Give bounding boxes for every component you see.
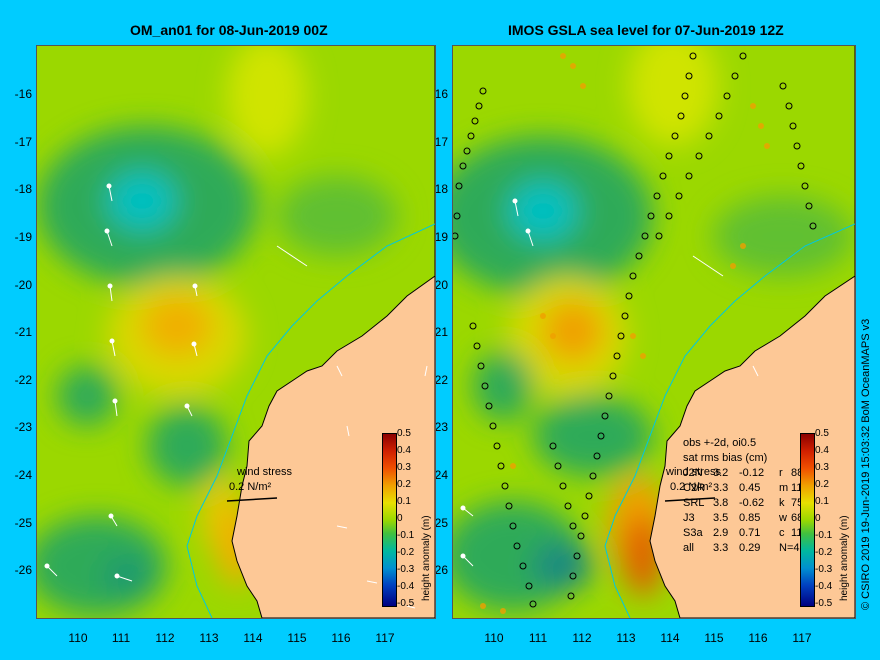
y-tick: -24 bbox=[14, 468, 32, 482]
x-tick: 113 bbox=[199, 631, 219, 645]
y-tick: -17 bbox=[14, 135, 32, 149]
left-map-svg bbox=[37, 46, 435, 618]
colorbar-tick: -0.4 bbox=[397, 581, 415, 592]
x-tick: 116 bbox=[748, 631, 768, 645]
x-tick: 114 bbox=[660, 631, 680, 645]
colorbar-tick: 0.1 bbox=[397, 496, 411, 507]
colorbar-tick: 0.5 bbox=[397, 428, 411, 439]
colorbar-tick: 0.5 bbox=[815, 428, 829, 439]
y-tick: -16 bbox=[14, 87, 32, 101]
wind-stress-label: wind stress bbox=[666, 466, 722, 478]
colorbar-tick: 0.2 bbox=[815, 479, 829, 490]
stats-row: all 3.3 0.29 N=459 bbox=[683, 542, 812, 554]
colorbar-tick: -0.1 bbox=[397, 530, 415, 541]
x-tick: 111 bbox=[528, 631, 548, 645]
left-map-title: OM_an01 for 08-Jun-2019 00Z bbox=[130, 22, 328, 38]
stats-header-1: obs +-2d, oi0.5 bbox=[683, 437, 757, 449]
x-tick: 115 bbox=[704, 631, 724, 645]
wind-stress-vectors bbox=[460, 198, 759, 567]
anomaly-field bbox=[453, 46, 853, 611]
colorbar-tick: 0.2 bbox=[397, 479, 411, 490]
colorbar-left bbox=[382, 433, 397, 607]
y-tick: -25 bbox=[14, 516, 32, 530]
colorbar-tick: 0 bbox=[815, 513, 821, 524]
y-tick: -18 bbox=[14, 182, 32, 196]
wind-stress-value: 0.2 N/m² bbox=[229, 481, 272, 493]
obs-dots bbox=[480, 53, 770, 614]
wind-stress-value: 0.2 N/m² bbox=[670, 481, 713, 493]
colorbar-tick: 0 bbox=[397, 513, 403, 524]
x-tick: 110 bbox=[68, 631, 88, 645]
anomaly-field bbox=[37, 46, 397, 616]
colorbar-tick: -0.1 bbox=[815, 530, 833, 541]
wind-stress-scale-arrow bbox=[664, 497, 716, 502]
right-map-panel: wind stress 0.2 N/m² obs +-2d, oi0.5 sat… bbox=[452, 45, 856, 619]
x-tick: 110 bbox=[484, 631, 504, 645]
stats-row: J3 3.5 0.85 w 68 bbox=[683, 512, 804, 524]
x-tick: 112 bbox=[572, 631, 592, 645]
x-tick: 111 bbox=[111, 631, 131, 645]
colorbar-axis-label-right: height anomaly (m) bbox=[839, 515, 850, 601]
colorbar-tick: 0.4 bbox=[397, 445, 411, 456]
right-map-title: IMOS GSLA sea level for 07-Jun-2019 12Z bbox=[508, 22, 784, 38]
stats-row: J2N 3.2 -0.12 r 88 bbox=[683, 467, 804, 479]
stats-header-2: sat rms bias (cm) bbox=[683, 452, 768, 464]
shelf-contour bbox=[604, 223, 855, 618]
y-tick: -20 bbox=[14, 278, 32, 292]
x-tick: 117 bbox=[792, 631, 812, 645]
x-tick: 117 bbox=[375, 631, 395, 645]
colorbar-tick: -0.5 bbox=[815, 598, 833, 609]
shelf-contour bbox=[186, 223, 435, 618]
x-tick: 116 bbox=[331, 631, 351, 645]
wind-stress-label: wind stress bbox=[237, 466, 293, 478]
x-tick: 113 bbox=[616, 631, 636, 645]
colorbar-tick: -0.2 bbox=[397, 547, 415, 558]
colorbar-tick: -0.5 bbox=[397, 598, 415, 609]
colorbar-tick: 0.1 bbox=[815, 496, 829, 507]
colorbar-tick: -0.3 bbox=[815, 564, 833, 575]
x-tick: 112 bbox=[155, 631, 175, 645]
copyright-credit: © CSIRO 2019 19-Jun-2019 15:03:32 BoM Oc… bbox=[860, 318, 872, 610]
y-tick: -19 bbox=[14, 230, 32, 244]
right-map-svg bbox=[453, 46, 855, 618]
colorbar-right bbox=[800, 433, 815, 607]
stats-table: obs +-2d, oi0.5 sat rms bias (cm) J2N 3.2… bbox=[683, 436, 812, 556]
y-tick: -22 bbox=[14, 373, 32, 387]
x-tick: 114 bbox=[243, 631, 263, 645]
wind-stress-vectors bbox=[44, 183, 428, 609]
altimeter-tracks bbox=[453, 52, 817, 608]
colorbar-tick: 0.4 bbox=[815, 445, 829, 456]
colorbar-axis-label-left: height anomaly (m) bbox=[421, 515, 432, 601]
colorbar-tick: -0.2 bbox=[815, 547, 833, 558]
colorbar-tick: 0.3 bbox=[397, 462, 411, 473]
y-tick: -26 bbox=[14, 563, 32, 577]
colorbar-tick: -0.3 bbox=[397, 564, 415, 575]
y-tick: -21 bbox=[14, 325, 32, 339]
left-map-panel: wind stress 0.2 N/m² 0.5 0.4 0.3 0.2 0.1… bbox=[36, 45, 436, 619]
y-tick: -23 bbox=[14, 420, 32, 434]
stats-row: SRL 3.8 -0.62 k 75 bbox=[683, 497, 804, 509]
colorbar-tick: 0.3 bbox=[815, 462, 829, 473]
colorbar-tick: -0.4 bbox=[815, 581, 833, 592]
wind-stress-scale-arrow bbox=[226, 497, 278, 502]
x-tick: 115 bbox=[287, 631, 307, 645]
